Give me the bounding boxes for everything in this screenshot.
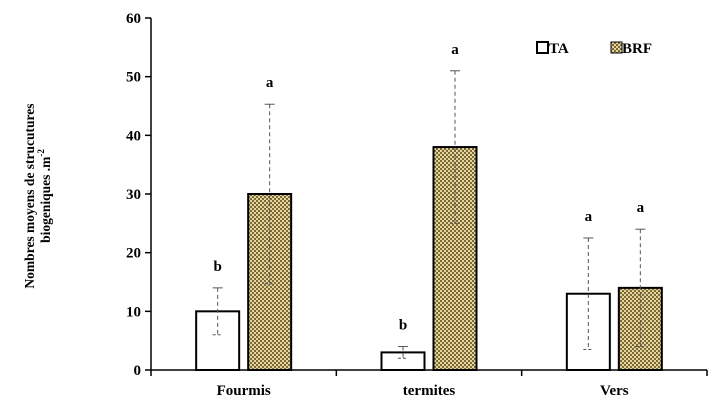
significance-letter: b	[213, 259, 221, 275]
y-tick-label: 0	[134, 363, 142, 379]
significance-letter: a	[266, 75, 274, 91]
bars: b b a a a a	[195, 42, 663, 372]
legend-swatch-ta	[536, 41, 549, 54]
x-tick-label: Fourmis	[217, 383, 271, 397]
x-tick-label: termites	[403, 383, 456, 397]
y-tick-label: 60	[126, 11, 141, 27]
y-axis-label-line1: Nombres moyens de strucutures	[22, 103, 37, 288]
y-ticks: 0 10 20 30 40 50 60	[126, 11, 151, 379]
x-tick-label: Vers	[600, 383, 629, 397]
y-axis-label: Nombres moyens de strucutures biogenique…	[22, 103, 53, 288]
y-tick-label: 10	[126, 304, 141, 320]
x-ticks: Fourmis termites Vers	[150, 370, 708, 397]
significance-letter: a	[585, 209, 593, 225]
y-tick-label: 40	[126, 128, 141, 144]
bar-ta	[565, 292, 611, 372]
bar-brf	[432, 146, 478, 371]
legend-label-ta: TA	[549, 41, 569, 57]
legend-swatch-brf	[610, 41, 623, 54]
y-tick-label: 50	[126, 70, 141, 86]
bar-ta	[195, 310, 241, 372]
y-tick-label: 30	[126, 187, 141, 203]
y-axis-label-line2: biogeniques .m-2	[36, 149, 53, 243]
significance-letter: a	[451, 42, 459, 58]
legend-label-brf: BRF	[622, 41, 652, 57]
significance-letter: a	[637, 200, 645, 216]
bar-ta	[380, 351, 426, 371]
legend: TA BRF	[536, 41, 652, 57]
y-axis-label-line2-text: biogeniques .m	[38, 156, 53, 243]
y-tick-label: 20	[126, 246, 141, 262]
significance-letter: b	[399, 318, 407, 334]
y-axis-label-superscript: -2	[36, 149, 46, 157]
